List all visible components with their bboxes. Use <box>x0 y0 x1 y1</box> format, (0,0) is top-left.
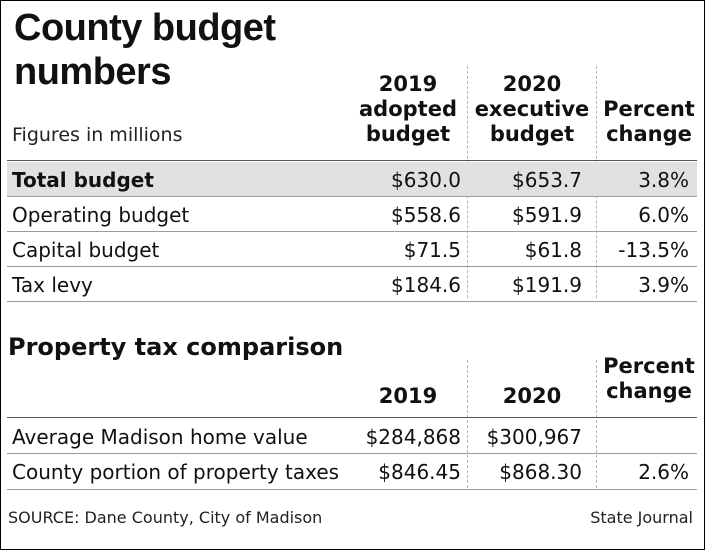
row-label: Capital budget <box>12 238 160 262</box>
percent-change: 6.0% <box>638 203 689 227</box>
percent-change: 3.8% <box>638 168 689 192</box>
value-2020: $868.30 <box>499 460 582 484</box>
row-label: Operating budget <box>12 203 190 227</box>
percent-change <box>597 419 689 453</box>
credit: State Journal <box>590 508 693 527</box>
source-note: SOURCE: Dane County, City of Madison <box>8 508 323 527</box>
table-rule <box>7 301 697 302</box>
column-header-2019-adopted: 2019 adopted budget <box>359 72 457 146</box>
table-rule <box>7 453 697 454</box>
value-2020: $191.9 <box>512 273 582 297</box>
section-title-property-tax: Property tax comparison <box>8 333 344 361</box>
table-rule <box>7 489 697 490</box>
table-rule <box>7 160 697 161</box>
row-label: Total budget <box>12 168 154 192</box>
value-2019: $284,868 <box>365 425 461 449</box>
units-note: Figures in millions <box>12 124 183 146</box>
table-row-county-taxes: County portion of property taxes $846.45… <box>7 454 697 488</box>
table-row-capital-budget: Capital budget $71.5 $61.8 -13.5% <box>7 232 697 266</box>
percent-change: -13.5% <box>618 238 689 262</box>
column-divider <box>596 360 597 488</box>
column-header-2020: 2020 <box>502 384 562 408</box>
value-2020: $591.9 <box>512 203 582 227</box>
value-2019: $630.0 <box>391 168 461 192</box>
value-2019: $558.6 <box>391 203 461 227</box>
value-2020: $653.7 <box>512 168 582 192</box>
row-label: Tax levy <box>12 273 93 297</box>
table-rule <box>7 196 697 197</box>
column-header-percent-change: Percent change <box>603 354 695 403</box>
page-title: County budget numbers <box>14 7 276 93</box>
value-2020: $61.8 <box>524 238 582 262</box>
table-row-operating-budget: Operating budget $558.6 $591.9 6.0% <box>7 197 697 231</box>
percent-change: 3.9% <box>638 273 689 297</box>
column-divider <box>467 360 468 488</box>
value-2019: $184.6 <box>391 273 461 297</box>
table-rule <box>7 266 697 267</box>
percent-change: 2.6% <box>638 460 689 484</box>
table-rule <box>7 231 697 232</box>
table-row-tax-levy: Tax levy $184.6 $191.9 3.9% <box>7 267 697 301</box>
row-label: Average Madison home value <box>12 425 308 449</box>
column-header-percent-change: Percent change <box>603 97 695 146</box>
table-row-total-budget: Total budget $630.0 $653.7 3.8% <box>7 162 697 196</box>
value-2020: $300,967 <box>486 425 582 449</box>
value-2019: $71.5 <box>403 238 461 262</box>
column-header-2019: 2019 <box>378 384 438 408</box>
table-rule <box>7 417 697 418</box>
row-label: County portion of property taxes <box>12 460 340 484</box>
column-header-2020-executive: 2020 executive budget <box>474 72 590 146</box>
value-2019: $846.45 <box>378 460 461 484</box>
table-row-home-value: Average Madison home value $284,868 $300… <box>7 419 697 453</box>
